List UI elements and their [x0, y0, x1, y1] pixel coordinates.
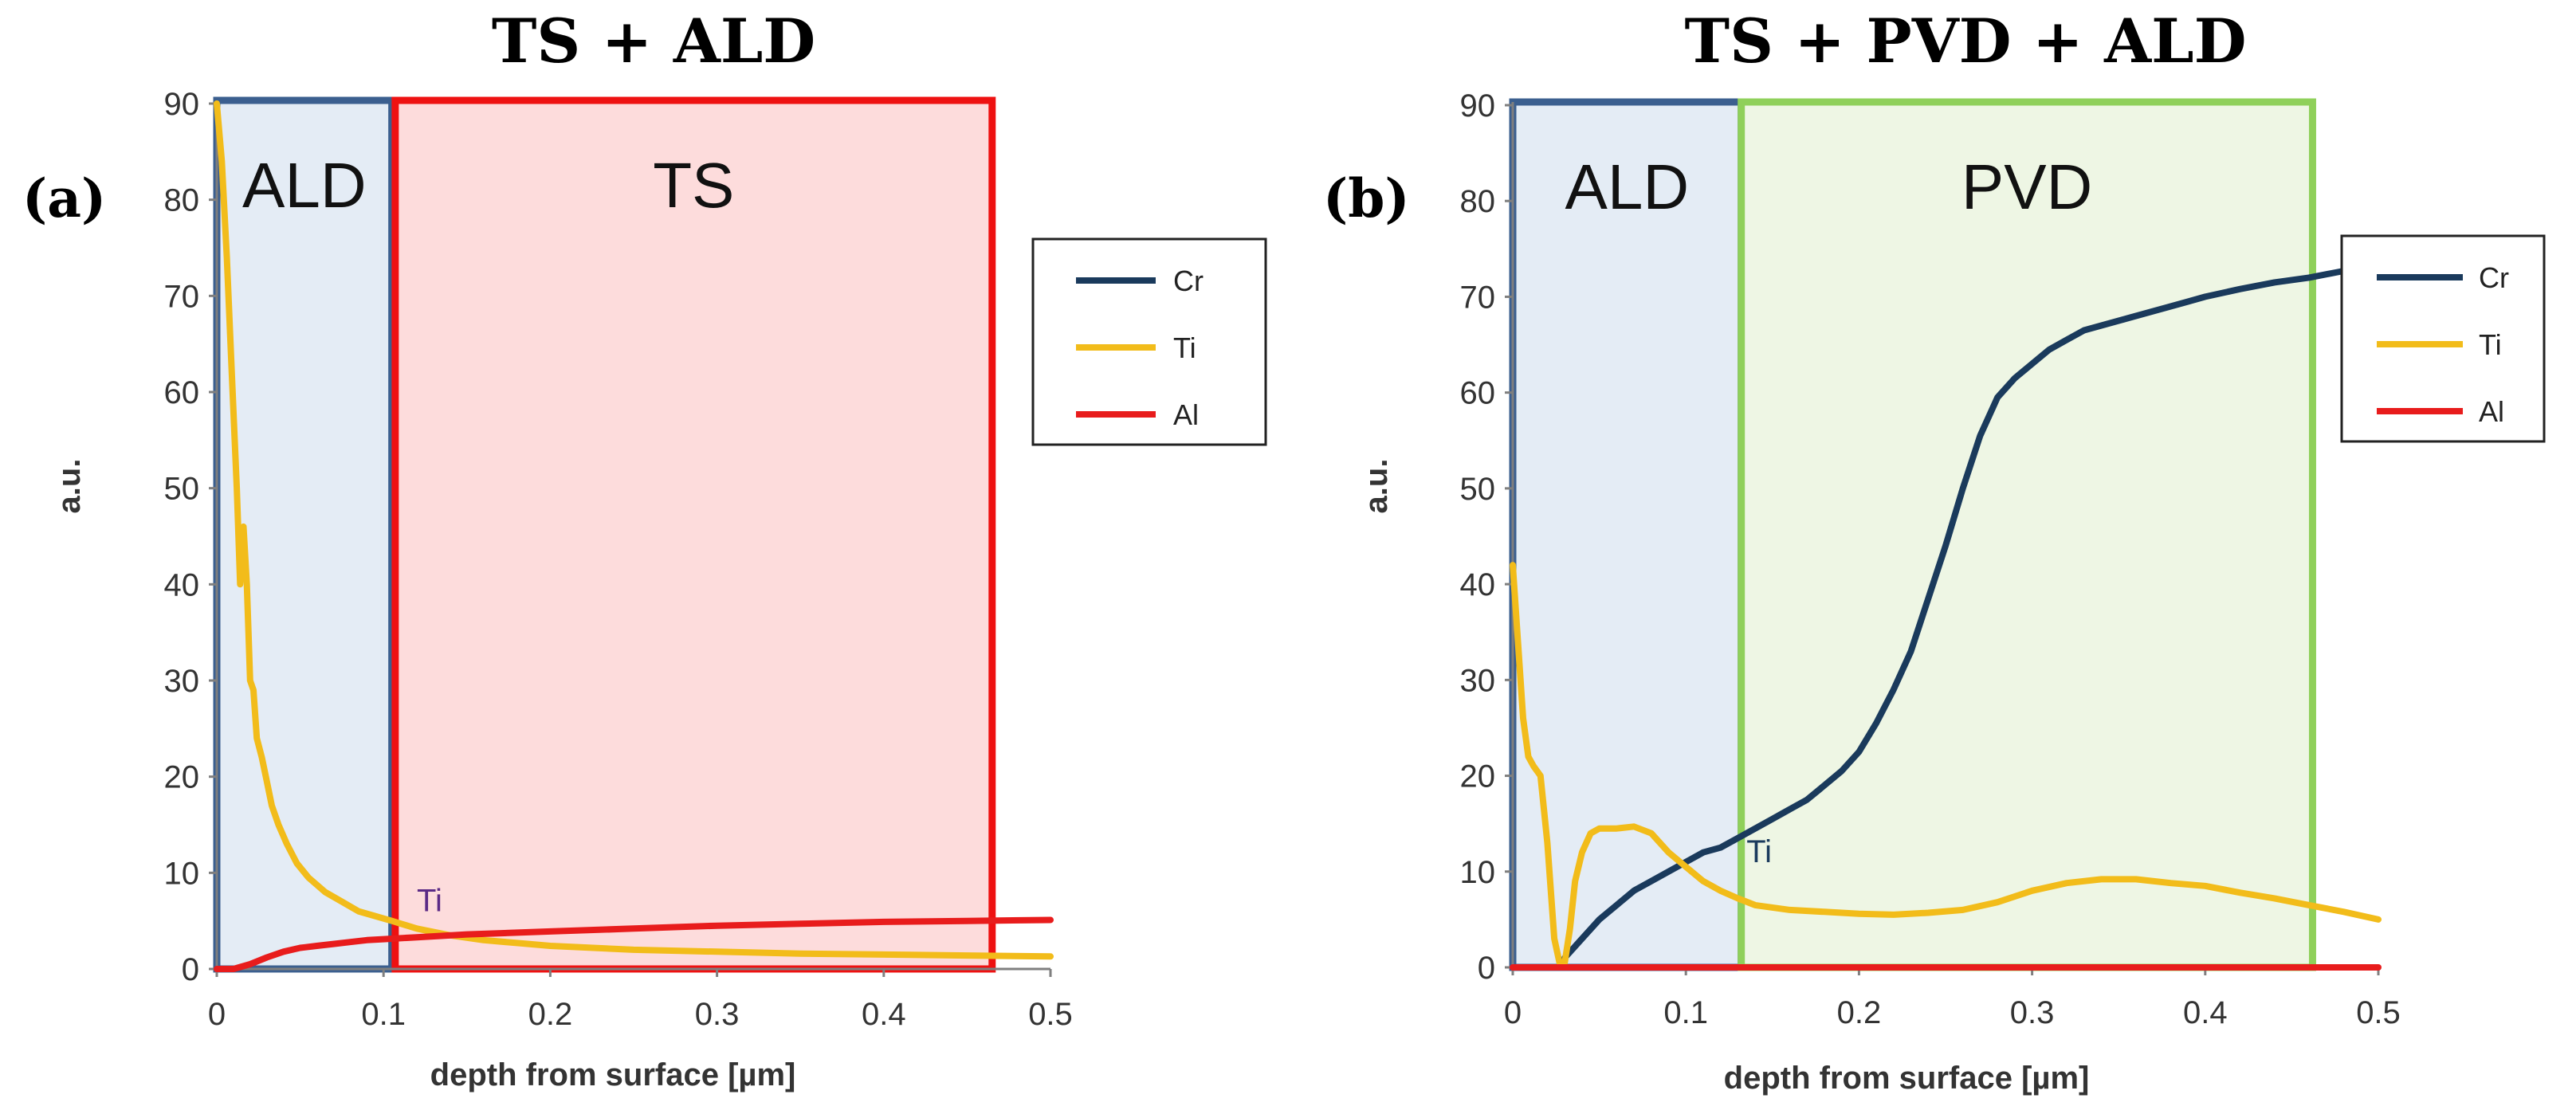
x-tick-label-5-b: 0.5 [2356, 995, 2401, 1030]
x-axis-label-b: depth from surface [µm] [1724, 1061, 2090, 1096]
legend-entry-ti-b: Ti [2479, 328, 2502, 361]
y-tick-label-30-b: 30 [1460, 663, 1496, 698]
y-tick-labels-a: 0 10 20 30 40 50 60 70 80 90 [164, 87, 200, 987]
y-axis-label-a: a.u. [52, 459, 87, 514]
y-tick-label-10-a: 10 [164, 856, 200, 891]
chart-title-b: TS + PVD + ALD [1685, 6, 2247, 76]
x-tick-labels-b: 0 0.1 0.2 0.3 0.4 0.5 [1504, 995, 2401, 1030]
chart-panel-b: TS + PVD + ALD (b) a.u. depth from surfa… [1323, 6, 2546, 1096]
x-tick-label-4-a: 0.4 [862, 997, 906, 1032]
y-tick-label-40-b: 40 [1460, 567, 1496, 602]
x-axis-label-a: depth from surface [µm] [430, 1057, 796, 1092]
annotation-layer-a: Ti [417, 884, 442, 919]
legend-entry-al-a: Al [1173, 398, 1199, 431]
y-tick-label-70-b: 70 [1460, 280, 1496, 315]
x-tick-labels-a: 0 0.1 0.2 0.3 0.4 0.5 [208, 997, 1073, 1032]
y-tick-label-50-b: 50 [1460, 472, 1496, 507]
chart-panel-a: TS + ALD (a) a.u. depth from surface [µm… [22, 6, 1267, 1092]
series-line-al-a [214, 916, 1054, 972]
series-line-cr-b [1561, 263, 2382, 961]
legend-box-a [1031, 237, 1267, 446]
chart-title-a: TS + ALD [492, 6, 815, 76]
y-tick-label-90-b: 90 [1460, 88, 1496, 124]
y-tick-label-50-a: 50 [164, 472, 200, 507]
x-tick-label-0-b: 0 [1504, 995, 1522, 1030]
y-axis-label-b: a.u. [1359, 459, 1394, 514]
y-tick-label-0-b: 0 [1478, 951, 1495, 986]
annotation-ti-b: Ti [1746, 834, 1772, 869]
legend-entry-cr-b: Cr [2479, 261, 2509, 294]
x-tick-label-3-b: 0.3 [2010, 995, 2055, 1030]
region-label-ald-b: ALD [1565, 151, 1690, 222]
y-tick-label-80-b: 80 [1460, 184, 1496, 219]
region-box-pvd-b [1738, 98, 2316, 971]
legend-b: Cr Ti Al [2340, 234, 2546, 443]
y-tick-labels-b: 0 10 20 30 40 50 60 70 80 90 [1460, 88, 1496, 986]
y-tick-label-90-a: 90 [164, 87, 200, 122]
y-tick-label-40-a: 40 [164, 567, 200, 602]
x-tick-label-1-a: 0.1 [361, 997, 406, 1032]
annotation-ti-a: Ti [417, 884, 442, 919]
x-tick-label-3-a: 0.3 [695, 997, 740, 1032]
series-line-ti-a [214, 100, 1054, 960]
legend-a: Cr Ti Al [1031, 237, 1267, 446]
y-tick-label-80-a: 80 [164, 183, 200, 218]
y-tick-label-30-a: 30 [164, 664, 200, 699]
x-tick-label-0-a: 0 [208, 997, 226, 1032]
x-tick-label-4-b: 0.4 [2183, 995, 2228, 1030]
panel-label-b: (b) [1323, 167, 1410, 229]
y-tick-label-70-a: 70 [164, 279, 200, 314]
series-layer-b [1510, 263, 2382, 971]
region-label-ald-a: ALD [242, 150, 367, 221]
region-label-pvd-b: PVD [1961, 151, 2093, 222]
x-tick-label-2-a: 0.2 [528, 997, 573, 1032]
y-tick-label-10-b: 10 [1460, 855, 1496, 890]
x-tick-label-5-a: 0.5 [1028, 997, 1073, 1032]
legend-entry-cr-a: Cr [1173, 265, 1204, 297]
annotation-layer-b: Ti [1746, 834, 1772, 869]
y-tick-label-60-b: 60 [1460, 376, 1496, 411]
legend-box-b [2340, 234, 2546, 443]
region-layer-b: ALD PVD [1509, 98, 2316, 971]
axes-a [209, 100, 1052, 977]
region-label-ts-a: TS [653, 150, 734, 221]
x-tick-label-2-b: 0.2 [1837, 995, 1882, 1030]
y-tick-label-0-a: 0 [182, 952, 199, 987]
series-layer-a [214, 100, 1054, 972]
panel-label-a: (a) [22, 167, 106, 229]
legend-entry-al-b: Al [2479, 395, 2504, 428]
y-tick-label-20-b: 20 [1460, 759, 1496, 794]
series-line-ti-b [1510, 562, 2382, 966]
y-tick-label-60-a: 60 [164, 375, 200, 410]
region-layer-a: ALD TS [213, 96, 996, 973]
y-tick-label-20-a: 20 [164, 760, 200, 795]
legend-entry-ti-a: Ti [1173, 331, 1196, 364]
region-box-ts-a [391, 96, 996, 973]
x-tick-label-1-b: 0.1 [1663, 995, 1708, 1030]
